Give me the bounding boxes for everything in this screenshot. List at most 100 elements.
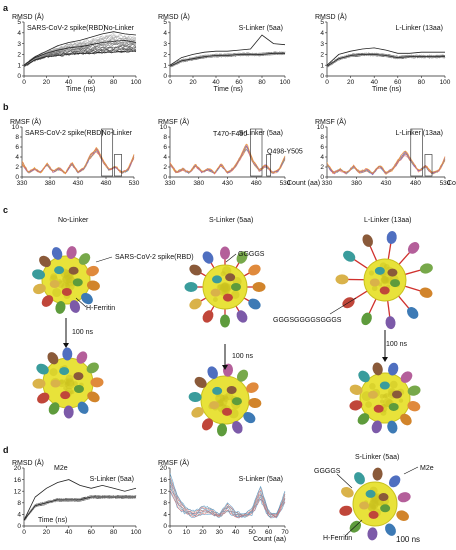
ferritin-texture: [70, 390, 75, 395]
rbd-domain: [226, 386, 237, 395]
rmsf-trace: [21, 148, 135, 174]
ferritin-texture: [222, 396, 229, 402]
rbd-domain: [413, 403, 420, 411]
panel-letter-a: a: [3, 3, 9, 13]
x-tick-label: 80: [418, 79, 426, 86]
x-tick-label: 60: [265, 529, 273, 536]
rbd-domain: [189, 265, 197, 272]
arrow-head: [222, 365, 228, 370]
rmsd-trace: [23, 34, 137, 67]
label-rbd: SARS-CoV-2 spike(RBD): [115, 254, 194, 261]
arrow-label-no-linker: 100 ns: [72, 329, 94, 336]
x-axis-label: Time (ns): [66, 86, 95, 93]
rbd-domain: [362, 318, 369, 325]
rbd-domain: [218, 429, 225, 437]
rbd-domain: [72, 306, 80, 313]
d-label-time: 100 ns: [396, 535, 420, 544]
rbd-domain: [221, 320, 229, 328]
rmsf-trace: [169, 478, 286, 516]
ferritin-texture: [371, 504, 376, 510]
chart-title: S-Linker (5aa): [239, 476, 283, 483]
rbd-domain: [343, 251, 350, 258]
rbd-domain: [235, 426, 242, 434]
rmsf-trace: [326, 150, 446, 174]
rbd-domain: [402, 513, 409, 521]
rbd-domain: [373, 362, 381, 370]
rbd-domain: [379, 381, 390, 390]
ferritin-texture: [219, 394, 226, 401]
ferritin-texture: [383, 277, 388, 282]
rmsf-trace: [21, 149, 135, 174]
ferritin-texture: [368, 499, 379, 510]
x-tick-label: 330: [17, 180, 28, 187]
x-tick-label: 430: [73, 180, 84, 187]
y-tick-label: 12: [14, 488, 22, 495]
rbd-domain: [72, 278, 83, 287]
x-axis-label: Time (ns): [214, 86, 243, 93]
x-tick-label: 430: [222, 180, 233, 187]
y-tick-label: 5: [163, 19, 167, 26]
x-tick-label: 330: [165, 180, 176, 187]
ferritin-texture: [369, 499, 379, 509]
ferritin-texture: [65, 377, 75, 387]
rbd-domain: [212, 386, 223, 395]
rbd-domain: [83, 253, 90, 260]
linker-chain: [352, 257, 370, 271]
ferritin-texture: [215, 393, 225, 404]
ferritin-texture: [219, 284, 228, 292]
rmsd-trace: [23, 32, 137, 67]
highlight-box: [424, 154, 433, 177]
linker-chain: [403, 268, 423, 276]
x-tick-label: 530: [440, 180, 451, 187]
rbd-domain: [203, 251, 210, 259]
structure-s-linker-initial: [184, 246, 266, 328]
x-tick-label: 100: [440, 79, 451, 86]
y-tick-label: 4: [17, 30, 21, 37]
rbd-domain: [389, 426, 397, 434]
label-h-ferritin: H-Ferritin: [86, 305, 115, 312]
rbd-domain: [241, 370, 248, 377]
rmsf-trace: [21, 147, 135, 174]
y-tick-label: 1: [163, 62, 167, 69]
region-label: Q498-Y505: [267, 149, 303, 156]
y-tick-label: 20: [160, 465, 168, 472]
ferritin-core: [202, 264, 248, 310]
structure-layer: [32, 231, 433, 541]
rbd-domain: [92, 363, 99, 370]
ferritin-texture: [381, 276, 389, 284]
x-tick-label: 80: [258, 79, 266, 86]
x-tick-label: 20: [347, 79, 355, 86]
ferritin-texture: [222, 286, 231, 294]
ferritin-texture: [367, 503, 376, 512]
ferritin-texture: [379, 399, 385, 404]
rbd-domain: [251, 383, 259, 390]
rbd-domain: [403, 493, 411, 500]
y-tick-label: 2: [163, 164, 167, 171]
rbd-domain: [203, 315, 210, 323]
rbd-domain: [373, 404, 384, 413]
x-tick-label: 60: [88, 79, 96, 86]
ferritin-texture: [216, 284, 223, 291]
rbd-domain: [48, 352, 55, 359]
ferritin-core: [200, 375, 250, 425]
rmsf-trace: [169, 143, 286, 174]
rbd-domain: [52, 247, 60, 254]
structure-no-linker-initial: [32, 246, 100, 314]
ferritin-texture: [224, 283, 233, 291]
rmsf-trace: [326, 151, 446, 175]
y-tick-label: 8: [17, 500, 21, 507]
rbd-domain: [363, 234, 370, 242]
x-tick-label: 30: [216, 529, 224, 536]
y-tick-label: 20: [14, 465, 22, 472]
ferritin-texture: [379, 393, 385, 399]
y-tick-label: 2: [17, 52, 21, 59]
rbd-domain: [350, 525, 357, 533]
rmsd-series-1: [169, 52, 285, 67]
rmsd-series-1: [23, 31, 137, 66]
x-tick-label: 100: [280, 79, 291, 86]
y-tick-label: 16: [160, 477, 168, 484]
linker-chain: [396, 294, 411, 311]
ferritin-texture: [212, 297, 218, 303]
